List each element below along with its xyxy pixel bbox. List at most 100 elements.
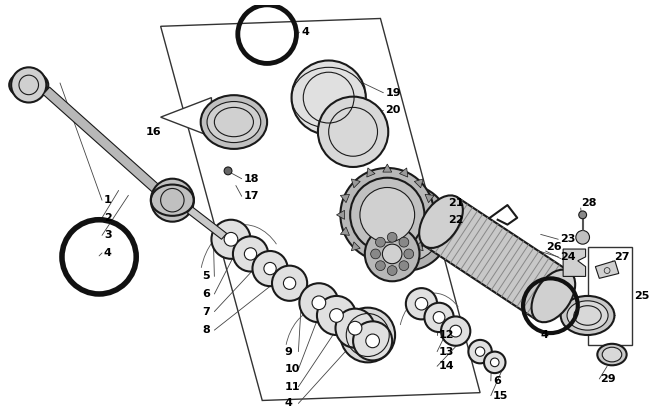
Circle shape bbox=[578, 211, 586, 219]
Text: 6: 6 bbox=[203, 289, 211, 299]
Polygon shape bbox=[595, 261, 619, 279]
Circle shape bbox=[211, 220, 250, 259]
Circle shape bbox=[372, 193, 441, 262]
Text: 4: 4 bbox=[104, 248, 112, 258]
Polygon shape bbox=[43, 87, 159, 192]
Text: 28: 28 bbox=[580, 198, 596, 208]
Circle shape bbox=[224, 167, 232, 175]
Text: 23: 23 bbox=[560, 234, 575, 244]
Ellipse shape bbox=[602, 347, 622, 362]
Circle shape bbox=[330, 309, 343, 322]
Circle shape bbox=[244, 248, 257, 260]
Polygon shape bbox=[425, 227, 434, 235]
Circle shape bbox=[404, 249, 413, 259]
Ellipse shape bbox=[207, 101, 261, 143]
Text: 17: 17 bbox=[244, 191, 259, 201]
Text: 11: 11 bbox=[285, 382, 300, 392]
Polygon shape bbox=[425, 194, 434, 203]
Circle shape bbox=[360, 188, 415, 242]
Text: 10: 10 bbox=[285, 364, 300, 374]
Circle shape bbox=[341, 168, 434, 262]
Circle shape bbox=[399, 261, 409, 271]
Text: 2: 2 bbox=[104, 213, 112, 223]
Circle shape bbox=[399, 237, 409, 247]
Polygon shape bbox=[341, 194, 350, 203]
Circle shape bbox=[292, 60, 366, 135]
Text: 9: 9 bbox=[285, 347, 292, 357]
Circle shape bbox=[272, 266, 307, 301]
Circle shape bbox=[484, 352, 506, 373]
Text: 12: 12 bbox=[439, 330, 454, 340]
Circle shape bbox=[364, 185, 450, 271]
Circle shape bbox=[317, 296, 356, 335]
Circle shape bbox=[491, 358, 499, 367]
Circle shape bbox=[450, 325, 461, 337]
Circle shape bbox=[350, 178, 424, 252]
Text: 14: 14 bbox=[439, 361, 455, 371]
Polygon shape bbox=[383, 164, 392, 172]
Circle shape bbox=[335, 309, 374, 348]
Ellipse shape bbox=[567, 301, 608, 330]
Polygon shape bbox=[414, 242, 423, 251]
Circle shape bbox=[576, 231, 590, 244]
Circle shape bbox=[11, 67, 46, 103]
Polygon shape bbox=[367, 168, 375, 177]
Polygon shape bbox=[383, 258, 392, 266]
Ellipse shape bbox=[9, 71, 48, 98]
Text: 4: 4 bbox=[285, 398, 292, 408]
Circle shape bbox=[353, 322, 392, 360]
Circle shape bbox=[406, 288, 437, 319]
Text: 8: 8 bbox=[203, 325, 211, 335]
Circle shape bbox=[382, 244, 402, 264]
Circle shape bbox=[370, 249, 380, 259]
Circle shape bbox=[318, 97, 388, 167]
Text: 1: 1 bbox=[104, 195, 112, 205]
Circle shape bbox=[252, 251, 288, 286]
Circle shape bbox=[441, 317, 471, 346]
Text: 4: 4 bbox=[541, 330, 549, 340]
Text: 5: 5 bbox=[203, 271, 210, 281]
Circle shape bbox=[387, 232, 397, 242]
Polygon shape bbox=[430, 210, 438, 219]
Circle shape bbox=[469, 340, 492, 363]
Ellipse shape bbox=[561, 296, 614, 335]
Ellipse shape bbox=[597, 344, 627, 365]
Text: 24: 24 bbox=[560, 252, 576, 262]
Circle shape bbox=[415, 297, 428, 310]
Text: 26: 26 bbox=[547, 242, 562, 252]
Circle shape bbox=[348, 322, 362, 335]
Text: 27: 27 bbox=[614, 252, 629, 262]
Circle shape bbox=[424, 303, 454, 332]
Polygon shape bbox=[187, 207, 227, 239]
Ellipse shape bbox=[419, 196, 463, 248]
Polygon shape bbox=[367, 253, 375, 262]
Text: 16: 16 bbox=[146, 127, 162, 137]
Text: 13: 13 bbox=[439, 347, 454, 357]
Polygon shape bbox=[425, 197, 569, 320]
Polygon shape bbox=[563, 249, 586, 276]
Circle shape bbox=[264, 262, 276, 275]
Text: 4: 4 bbox=[302, 27, 309, 37]
Text: 15: 15 bbox=[493, 391, 508, 401]
Circle shape bbox=[366, 334, 380, 348]
Circle shape bbox=[224, 232, 238, 246]
Text: 25: 25 bbox=[634, 291, 650, 301]
Polygon shape bbox=[352, 242, 360, 251]
Text: 21: 21 bbox=[448, 198, 463, 208]
Polygon shape bbox=[400, 253, 408, 262]
Circle shape bbox=[151, 179, 194, 222]
Text: 3: 3 bbox=[104, 230, 112, 240]
Ellipse shape bbox=[532, 270, 575, 322]
Polygon shape bbox=[352, 179, 360, 188]
Text: 19: 19 bbox=[385, 88, 401, 98]
Polygon shape bbox=[161, 98, 211, 137]
Circle shape bbox=[387, 266, 397, 275]
Text: 20: 20 bbox=[385, 106, 400, 116]
Text: 29: 29 bbox=[600, 374, 616, 384]
Text: 18: 18 bbox=[244, 174, 259, 184]
Polygon shape bbox=[341, 227, 350, 235]
Polygon shape bbox=[414, 179, 423, 188]
Circle shape bbox=[300, 283, 339, 322]
Circle shape bbox=[233, 236, 268, 271]
Polygon shape bbox=[400, 168, 408, 177]
